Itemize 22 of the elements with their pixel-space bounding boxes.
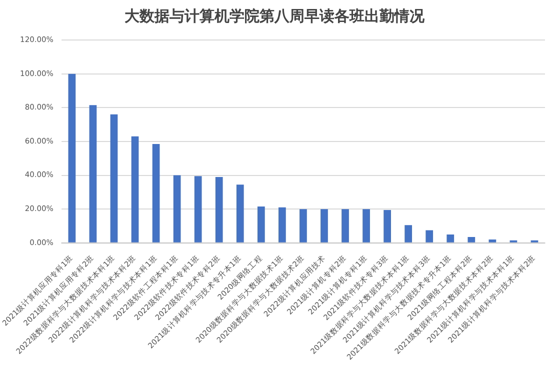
bar — [320, 209, 328, 242]
bar — [131, 136, 139, 242]
bar — [89, 105, 97, 242]
bar — [236, 184, 244, 242]
chart-title: 大数据与计算机学院第八周早读各班出勤情况 — [124, 6, 426, 25]
bar — [68, 74, 76, 242]
bar — [257, 206, 265, 242]
bar — [426, 230, 434, 242]
bar — [110, 114, 118, 242]
bar — [194, 176, 202, 242]
bar — [300, 209, 307, 242]
bar — [215, 176, 223, 242]
bar — [384, 210, 391, 242]
bar — [446, 234, 454, 242]
bar — [362, 209, 370, 242]
bar — [488, 240, 496, 242]
bar — [468, 236, 476, 242]
bar — [278, 207, 286, 242]
bar — [152, 144, 160, 242]
bar — [404, 225, 412, 242]
bar — [173, 175, 181, 242]
bar — [342, 209, 349, 242]
